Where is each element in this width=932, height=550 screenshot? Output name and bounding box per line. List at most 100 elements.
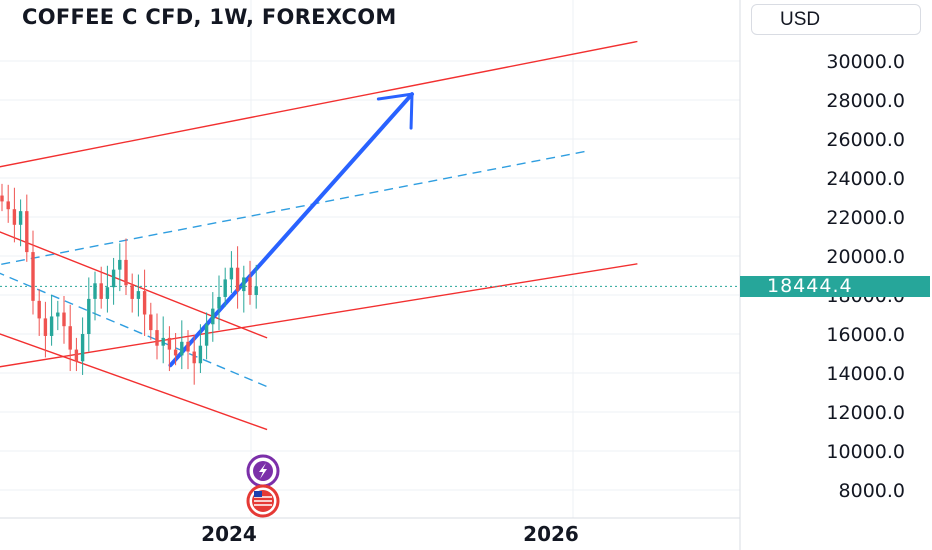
- lower-channel-line: [0, 263, 638, 368]
- candle-body: [56, 312, 60, 317]
- candle-body: [155, 330, 159, 346]
- candle-body: [217, 296, 221, 309]
- candle-body: [93, 283, 97, 299]
- candle-body: [235, 267, 240, 292]
- candle: [124, 238, 128, 295]
- candle: [105, 265, 110, 313]
- candle: [211, 292, 215, 342]
- y-tick-label: 12000.0: [826, 402, 905, 424]
- candle: [217, 275, 221, 331]
- candle-body: [99, 283, 103, 299]
- lightning-bolt: [259, 463, 267, 479]
- candle-body: [18, 211, 23, 225]
- descending-channel-top: [0, 231, 268, 339]
- candle: [149, 302, 153, 340]
- candle: [6, 184, 10, 223]
- candle: [248, 260, 252, 305]
- candle-body: [68, 326, 72, 350]
- candle: [223, 267, 227, 307]
- projection-arrow-head: [376, 92, 414, 130]
- candle: [180, 320, 184, 370]
- candle: [173, 333, 178, 366]
- candle-body: [124, 259, 128, 286]
- candle-body: [74, 349, 79, 362]
- candle-body: [211, 308, 215, 325]
- x-tick-label: 2026: [523, 522, 579, 546]
- candle: [242, 265, 246, 313]
- candle: [155, 313, 159, 360]
- current-price-label: 18444.4: [740, 276, 930, 297]
- candle-body: [80, 334, 85, 362]
- candle-body: [248, 277, 252, 295]
- candle: [235, 246, 240, 309]
- candle: [167, 326, 172, 372]
- candle: [130, 273, 134, 313]
- y-tick-label: 8000.0: [839, 480, 905, 502]
- candle: [25, 194, 29, 262]
- y-tick-label: 30000.0: [826, 51, 905, 73]
- candle-body: [130, 285, 134, 299]
- candle-body: [12, 209, 17, 225]
- y-tick-label: 20000.0: [826, 246, 905, 268]
- lightning-bolt-icon: [246, 454, 280, 488]
- y-tick-label: 26000.0: [826, 129, 905, 151]
- candle-body: [136, 291, 141, 299]
- y-tick-label: 24000.0: [826, 168, 905, 190]
- candle-body: [149, 314, 153, 331]
- candle: [93, 271, 97, 321]
- projection-arrow: [168, 92, 414, 368]
- candle-body: [37, 300, 41, 319]
- candle: [62, 295, 66, 344]
- candle-body: [254, 286, 258, 295]
- candle: [0, 183, 4, 212]
- currency-selector[interactable]: USD: [751, 4, 921, 35]
- candle: [136, 274, 141, 317]
- candle-body: [142, 291, 147, 315]
- candle: [142, 269, 147, 336]
- candle: [80, 317, 85, 375]
- candle: [161, 316, 165, 364]
- descending-midline: [0, 272, 268, 388]
- candle: [192, 334, 196, 385]
- y-tick-label: 22000.0: [826, 207, 905, 229]
- candle-body: [111, 269, 116, 288]
- candle-body: [204, 324, 209, 346]
- candle-body: [186, 341, 190, 352]
- candle-body: [118, 259, 122, 270]
- candle: [68, 304, 72, 372]
- candle-body: [161, 337, 165, 346]
- candle: [18, 199, 23, 247]
- candle: [49, 295, 54, 346]
- candle: [198, 324, 203, 373]
- candle-body: [167, 337, 172, 350]
- upper-channel-line: [0, 40, 638, 168]
- candle: [254, 264, 258, 309]
- candle-body: [25, 211, 29, 253]
- candle: [56, 300, 60, 331]
- candle-body: [192, 351, 196, 364]
- candle: [74, 337, 79, 372]
- us-flag-icon: [246, 484, 280, 518]
- candle-body: [242, 277, 246, 292]
- candle-body: [62, 312, 66, 327]
- candle: [87, 277, 91, 352]
- y-tick-label: 16000.0: [826, 324, 905, 346]
- candle: [31, 230, 35, 315]
- candle-body: [105, 287, 110, 299]
- candle: [111, 257, 116, 305]
- candle-body: [49, 316, 54, 336]
- candle: [118, 243, 122, 292]
- candle: [37, 289, 41, 336]
- y-tick-label: 14000.0: [826, 363, 905, 385]
- candle-body: [43, 318, 48, 336]
- candle-body: [87, 298, 91, 334]
- candle-body: [198, 345, 203, 364]
- candle-body: [173, 349, 178, 356]
- y-tick-label: 28000.0: [826, 90, 905, 112]
- candle: [229, 251, 234, 294]
- descending-channel-bottom: [0, 333, 268, 431]
- candle-body: [229, 267, 234, 280]
- y-tick-label: 10000.0: [826, 441, 905, 463]
- candle: [186, 330, 190, 370]
